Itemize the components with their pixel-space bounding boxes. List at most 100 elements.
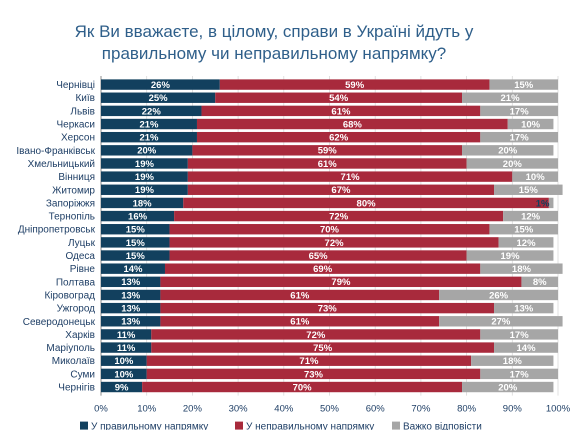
category-label: Івано-Франківськ [16,146,95,157]
chart-title-line1: Як Ви вважаєте, в цілому, справи в Украї… [75,22,474,41]
bar-segment [101,250,170,261]
bar-segment [471,355,554,366]
category-label: Житомир [52,185,95,196]
category-label: Полтава [56,277,96,288]
bar-segment [494,302,554,314]
bar-segment [480,105,558,117]
x-tick-label: 90% [503,404,523,415]
category-label: Северодонецьк [23,317,96,328]
bar-segment [187,184,495,195]
data-label: 13% [121,290,141,301]
category-label: Вінниця [58,172,95,183]
bar-segment [160,289,440,301]
data-label: 62% [329,133,349,144]
bar-segment [101,224,170,235]
category-label: Кіровоград [44,290,95,301]
bar-segment [494,342,558,353]
bar-segment [439,289,558,301]
data-label: 21% [501,93,521,104]
data-label: 73% [304,369,324,380]
bar-segment [101,289,161,301]
bar-segment [466,158,558,169]
bar-segment [512,171,558,182]
bar-segment [101,184,188,195]
category-label: Київ [75,93,95,104]
x-tick-label: 70% [411,404,431,415]
data-label: 15% [514,225,534,236]
data-label: 72% [306,330,326,341]
data-label: 67% [331,185,351,196]
bar-segment [215,92,463,103]
bar-segment [503,210,558,222]
bar-segment [489,224,558,235]
bar-segment [101,276,161,288]
category-label: Луцьк [68,238,96,249]
category-label: Дніпропетровськ [18,225,96,236]
data-label: 11% [117,343,136,354]
data-label: 69% [313,264,333,275]
data-label: 70% [320,225,340,236]
legend-label: У правильному напрямку [91,422,208,430]
bar-segment [480,368,558,380]
bar-segment [101,145,193,156]
data-label: 72% [329,211,349,222]
data-label: 15% [126,225,146,236]
category-label: Запоріжжя [46,198,95,209]
bar-segment [183,197,549,209]
data-label: 61% [290,290,310,301]
bar-segment [146,368,481,380]
data-label: 65% [309,251,329,262]
data-label: 25% [149,93,169,104]
bar-segment [169,250,467,261]
bar-segment [169,237,499,248]
bar-segment [196,118,508,130]
bar-segment [101,210,175,222]
bar-segment [489,79,558,90]
data-label: 10% [521,119,541,130]
data-label: 15% [126,238,146,249]
bar-segment [101,131,197,143]
bar-segment [219,79,490,90]
bar-segment [101,92,216,103]
bar-segment [101,263,165,274]
data-label: 10% [114,369,134,380]
x-tick-label: 20% [183,404,203,415]
data-label: 71% [299,356,319,367]
data-label: 19% [135,172,155,183]
data-label: 61% [331,106,351,117]
data-label: 20% [503,159,523,170]
data-label: 8% [533,277,547,288]
category-label: Маріуполь [46,343,95,354]
data-label: 19% [501,251,521,262]
legend: У правильному напрямку У неправильному на… [80,421,482,430]
bar-segment [480,329,558,340]
data-label: 15% [519,185,539,196]
data-label: 20% [498,382,518,393]
bar-segment [160,302,495,314]
bar-segment [160,276,522,288]
bar-segment [101,197,184,209]
bar-segment [507,118,554,130]
bar-segment [142,381,463,393]
x-tick-label: 10% [137,404,157,415]
category-label: Хмельницький [28,159,95,170]
data-label: 18% [503,356,523,367]
x-tick-label: 40% [274,404,294,415]
bar-segment [480,263,563,274]
bar-segment [169,224,490,235]
data-label: 14% [517,343,537,354]
x-tick-label: 100% [546,404,571,415]
data-label: 18% [133,198,153,209]
gridlines [100,76,559,396]
data-label: 59% [318,146,338,157]
legend-label: Важко відповісти [403,422,482,430]
bar-segment [164,263,481,274]
data-label: 59% [345,80,365,91]
bar-segment [101,158,188,169]
data-label: 61% [290,317,310,328]
category-label: Львів [70,106,95,117]
data-label: 79% [331,277,351,288]
bar-segment [101,118,197,130]
bar-segment [101,381,143,393]
bar-segment [151,342,495,353]
